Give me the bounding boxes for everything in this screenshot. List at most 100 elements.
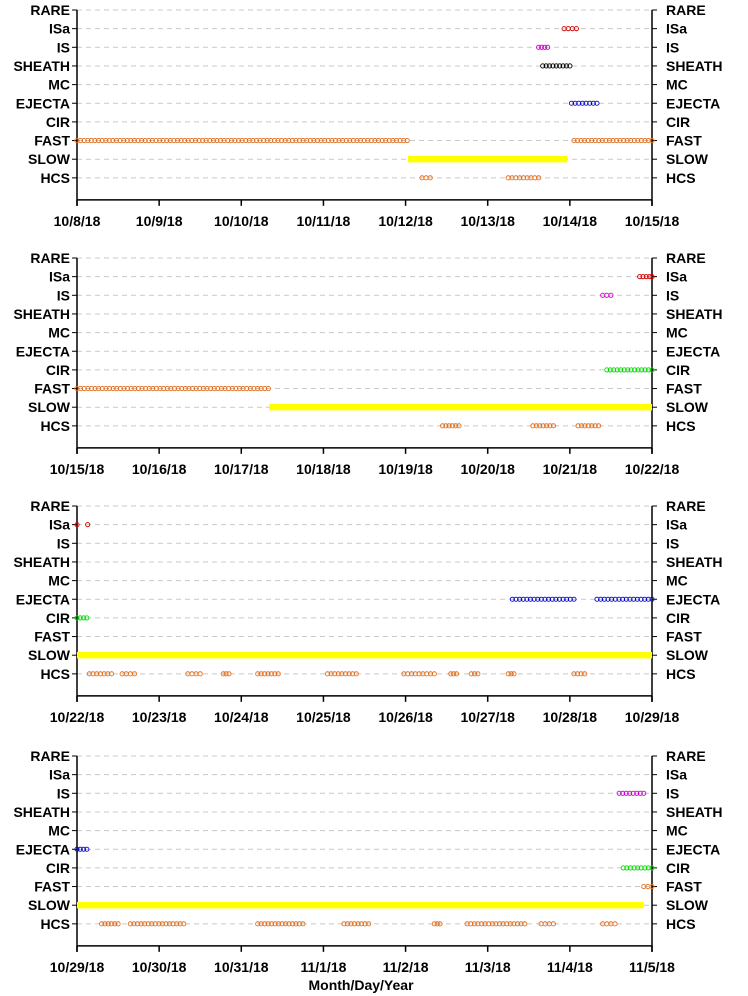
data-point: [146, 385, 152, 392]
data-point: [560, 63, 566, 69]
data-point: [289, 921, 296, 927]
data-point: [649, 137, 655, 144]
category-label-right: MC: [666, 77, 688, 93]
series-slow: [77, 902, 644, 909]
data-point: [90, 671, 96, 677]
category-label-right: RARE: [666, 498, 706, 514]
category-label-right: CIR: [666, 114, 690, 130]
data-point: [582, 671, 588, 677]
x-tick-label: 10/26/18: [378, 709, 433, 725]
data-point: [131, 671, 138, 677]
data-point: [354, 137, 360, 144]
data-point: [225, 137, 231, 144]
category-label-right: IS: [666, 39, 679, 55]
data-point: [637, 790, 643, 796]
data-point: [161, 385, 167, 392]
data-point: [585, 137, 591, 144]
x-tick-label: 10/24/18: [214, 709, 269, 725]
data-point: [608, 292, 614, 298]
data-point: [530, 423, 536, 429]
data-point: [513, 596, 519, 602]
data-point: [365, 137, 371, 144]
category-label-left: HCS: [40, 170, 70, 186]
data-point: [645, 137, 652, 144]
data-point: [159, 921, 165, 927]
data-point: [393, 137, 399, 144]
category-label-right: CIR: [666, 362, 690, 378]
data-point: [642, 865, 648, 871]
data-point: [103, 385, 109, 392]
data-point: [553, 63, 559, 69]
data-point: [269, 921, 275, 927]
data-point: [482, 921, 488, 927]
data-point: [631, 596, 637, 602]
data-point: [160, 137, 166, 144]
data-point: [78, 385, 84, 392]
data-point: [168, 385, 174, 392]
category-label-right: SHEATH: [666, 58, 723, 74]
x-tick-label: 10/11/18: [297, 213, 351, 229]
data-point: [620, 865, 626, 871]
data-point: [265, 671, 271, 677]
data-point: [200, 137, 206, 144]
slow-wind-interval: [77, 902, 644, 909]
data-point: [112, 921, 118, 927]
data-point: [520, 596, 526, 602]
data-point: [228, 137, 234, 144]
data-point: [642, 596, 648, 602]
data-point: [300, 921, 306, 927]
data-point: [582, 137, 588, 144]
data-point: [350, 137, 356, 144]
data-point: [634, 790, 640, 796]
data-point: [638, 865, 644, 871]
data-point: [511, 671, 517, 677]
data-point: [642, 367, 648, 373]
data-point: [196, 137, 202, 144]
data-point: [587, 100, 593, 106]
data-point: [261, 137, 267, 144]
x-tick-label: 10/16/18: [132, 461, 187, 477]
data-point: [81, 846, 87, 852]
data-point: [150, 385, 156, 392]
data-point: [95, 137, 102, 144]
data-point: [623, 596, 629, 602]
data-point: [135, 137, 141, 144]
data-point: [174, 137, 181, 144]
data-point: [265, 385, 271, 392]
category-label-left: EJECTA: [16, 591, 70, 607]
data-point: [322, 137, 328, 144]
data-point: [645, 865, 651, 871]
data-point: [625, 367, 631, 373]
data-point: [121, 137, 127, 144]
data-point: [232, 137, 238, 144]
data-point: [85, 137, 91, 144]
data-point: [386, 137, 392, 144]
data-point: [509, 596, 515, 602]
data-point: [164, 385, 170, 392]
category-label-right: EJECTA: [666, 95, 720, 111]
data-point: [117, 137, 123, 144]
series-isa: [561, 26, 579, 32]
data-point: [244, 385, 250, 392]
data-point: [404, 137, 410, 144]
data-point: [265, 921, 271, 927]
data-point: [222, 385, 228, 392]
data-point: [434, 921, 440, 927]
data-point: [282, 921, 289, 927]
category-label-right: SHEATH: [666, 306, 723, 322]
data-point: [531, 596, 537, 602]
category-label-right: CIR: [666, 610, 690, 626]
category-label-left: MC: [48, 573, 70, 589]
data-point: [578, 671, 584, 677]
data-point: [105, 671, 111, 677]
slow-wind-interval: [77, 652, 652, 659]
data-point: [346, 671, 352, 677]
data-point: [505, 671, 511, 677]
data-point: [637, 274, 643, 280]
x-tick-label: 11/1/18: [300, 959, 346, 975]
data-point: [475, 671, 481, 677]
data-point: [592, 423, 598, 429]
category-label-right: EJECTA: [666, 841, 720, 857]
category-label-right: RARE: [666, 748, 706, 764]
